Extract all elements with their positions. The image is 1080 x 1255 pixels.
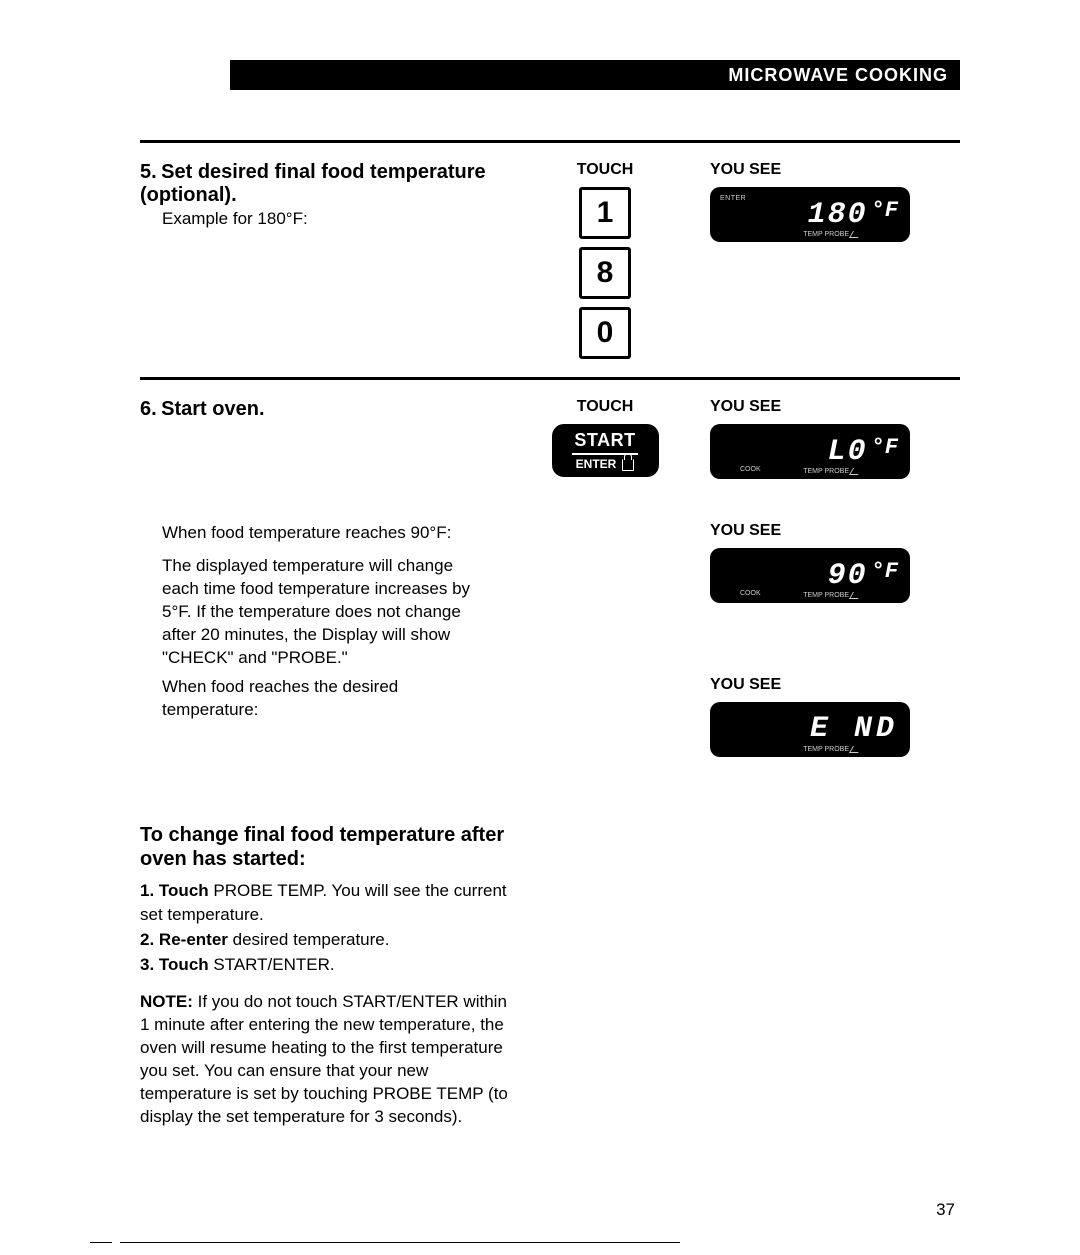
probe-icon <box>849 592 862 599</box>
enter-label-row: ENTER <box>576 458 635 472</box>
display-panel-180: ENTER 180 °F TEMP PROBE <box>710 187 910 242</box>
step6-title: Start oven. <box>161 398 264 420</box>
probe-tag-text: TEMP PROBE <box>803 592 849 599</box>
enter-label: ENTER <box>576 458 617 472</box>
display-value: 180 <box>808 198 868 232</box>
note-rest: If you do not touch START/ENTER within 1… <box>140 992 508 1126</box>
display-probe-tag: TEMP PROBE <box>803 592 860 599</box>
change-note: NOTE: If you do not touch START/ENTER wi… <box>140 991 520 1129</box>
probe-icon <box>849 231 862 238</box>
step6-number: 6. <box>140 398 157 420</box>
display-panel-lo: L0 °F COOK TEMP PROBE <box>710 424 910 479</box>
display-panel-90: 90 °F COOK TEMP PROBE <box>710 548 910 603</box>
probe-tag-text: TEMP PROBE <box>803 746 849 753</box>
key-1[interactable]: 1 <box>579 187 631 239</box>
change-title: To change final food temperature after o… <box>140 823 520 871</box>
step6-para1: When food temperature reaches 90°F: <box>140 522 490 545</box>
display-value: 90 <box>828 559 868 593</box>
step5-number: 5. <box>140 161 157 183</box>
start-label: START <box>574 430 635 451</box>
display-cook-tag: COOK <box>740 466 761 473</box>
display-unit: °F <box>872 435 898 460</box>
keypad-step5: 1 8 0 <box>520 187 690 359</box>
page: MICROWAVE COOKING 5. Set desired final f… <box>0 0 1080 1255</box>
display-panel-end: E ND TEMP PROBE <box>710 702 910 757</box>
item2-num: 2. <box>140 930 154 949</box>
change-temp-section: To change final food temperature after o… <box>140 823 520 1129</box>
item1-bold: Touch <box>159 881 209 900</box>
item1-num: 1. <box>140 881 154 900</box>
probe-icon <box>849 468 862 475</box>
item2-rest: desired temperature. <box>228 930 390 949</box>
page-number: 37 <box>936 1200 955 1220</box>
lock-icon <box>622 459 634 471</box>
step5-title: Set desired final food temperature (opti… <box>140 161 486 206</box>
step5-example: Example for 180°F: <box>140 209 490 229</box>
display-probe-tag: TEMP PROBE <box>803 468 860 475</box>
item3-num: 3. <box>140 955 154 974</box>
key-8[interactable]: 8 <box>579 247 631 299</box>
step6-para2: The displayed temperature will change ea… <box>140 555 490 670</box>
step6-para3: When food reaches the desired temperatur… <box>140 676 490 722</box>
change-item-3: 3. Touch START/ENTER. <box>140 953 520 978</box>
change-item-2: 2. Re-enter desired temperature. <box>140 928 520 953</box>
probe-tag-text: TEMP PROBE <box>803 231 849 238</box>
yousee-label: YOU SEE <box>710 161 960 179</box>
header-title: MICROWAVE COOKING <box>728 65 948 86</box>
display-probe-tag: TEMP PROBE <box>803 231 860 238</box>
display-value: E ND <box>810 712 898 746</box>
probe-icon <box>849 746 862 753</box>
change-item-1: 1. Touch PROBE TEMP. You will see the cu… <box>140 879 520 928</box>
item2-bold: Re-enter <box>159 930 228 949</box>
header-bar: MICROWAVE COOKING <box>230 60 960 90</box>
display-unit: °F <box>872 559 898 584</box>
key-0[interactable]: 0 <box>579 307 631 359</box>
item3-rest: START/ENTER. <box>209 955 335 974</box>
probe-tag-text: TEMP PROBE <box>803 468 849 475</box>
yousee-label: YOU SEE <box>710 522 960 540</box>
display-probe-tag: TEMP PROBE <box>803 746 860 753</box>
display-enter-tag: ENTER <box>720 195 746 202</box>
display-value: L0 <box>828 435 868 469</box>
display-cook-tag: COOK <box>740 590 761 597</box>
touch-label: TOUCH <box>520 398 690 416</box>
yousee-label: YOU SEE <box>710 676 960 694</box>
step-6: 6. Start oven. TOUCH START ENTER <box>140 377 960 793</box>
bottom-rule <box>120 1242 680 1243</box>
step-5: 5. Set desired final food temperature (o… <box>140 140 960 377</box>
note-bold: NOTE: <box>140 992 193 1011</box>
change-list: 1. Touch PROBE TEMP. You will see the cu… <box>140 879 520 978</box>
display-unit: °F <box>872 198 898 223</box>
start-enter-button[interactable]: START ENTER <box>552 424 659 477</box>
touch-label: TOUCH <box>520 161 690 179</box>
item3-bold: Touch <box>159 955 209 974</box>
yousee-label: YOU SEE <box>710 398 960 416</box>
